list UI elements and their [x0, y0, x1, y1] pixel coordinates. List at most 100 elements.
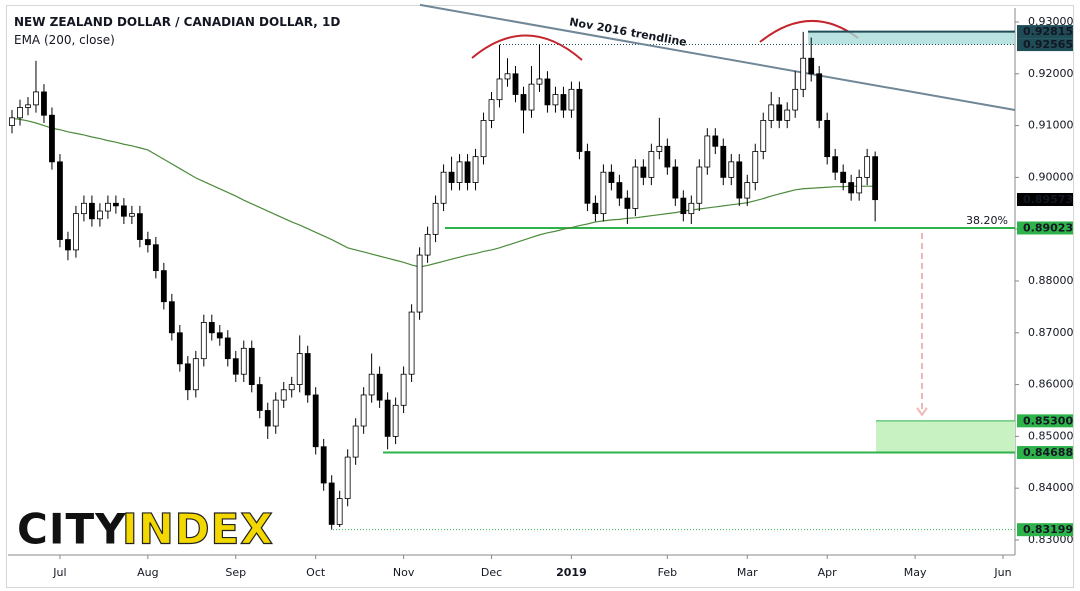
candle-body [65, 239, 71, 251]
candle-body [664, 145, 671, 168]
x-tick-label: Dec [481, 566, 502, 579]
y-tick-label: 0.92000 [1028, 67, 1074, 80]
candle-body [368, 373, 375, 396]
candle-body [424, 233, 431, 256]
candle-body [97, 210, 103, 220]
candle-body [33, 91, 39, 106]
candle-body [296, 353, 303, 385]
candle-body [304, 353, 311, 396]
candle-body [360, 394, 367, 427]
trendline-label: Nov 2016 trendline [568, 15, 687, 48]
candle-body [496, 78, 503, 101]
y-tick-label: 0.93000 [1028, 15, 1074, 28]
chart-subtitle: EMA (200, close) [14, 33, 115, 47]
candle-body [648, 151, 655, 178]
y-tick-label: 0.91000 [1028, 119, 1074, 132]
candle-body [25, 104, 31, 108]
price-box-label: 0.92815 [1023, 25, 1073, 38]
candle-body [136, 213, 143, 240]
price-box [1017, 523, 1073, 537]
candle-body [640, 166, 647, 178]
candle-body [696, 166, 703, 204]
candle-body [800, 57, 807, 90]
candle-body [456, 161, 463, 183]
price-box [1017, 193, 1073, 207]
candle-body [840, 171, 847, 183]
y-tick-label: 0.87000 [1028, 326, 1074, 339]
price-box-label: 0.84688 [1023, 446, 1073, 459]
candle-body [400, 373, 407, 406]
candle-body [576, 88, 583, 152]
candle-body [192, 358, 199, 391]
candle-body [9, 117, 15, 126]
candle-body [744, 182, 751, 199]
trendline [419, 3, 1016, 112]
target-zone [876, 420, 1015, 453]
candle-body [712, 135, 719, 147]
candle-body [73, 213, 79, 251]
x-tick-label: Jul [52, 566, 66, 579]
candle-body [472, 156, 479, 183]
candle-body [208, 322, 215, 334]
candle-body [352, 425, 359, 458]
x-tick-label: Nov [393, 566, 415, 579]
x-tick-label: Jun [993, 566, 1011, 579]
candle-body [520, 94, 527, 111]
price-box-label: 0.85300 [1023, 414, 1073, 427]
candle-body [152, 244, 159, 272]
candle-body [200, 322, 207, 360]
candle-body [480, 120, 487, 158]
candle-body [720, 145, 727, 178]
arrow-head [916, 407, 928, 417]
candle-body [832, 156, 839, 173]
candle-body [216, 332, 223, 339]
candle-body [592, 202, 599, 215]
candle-body [272, 399, 279, 427]
candle-body [264, 410, 271, 427]
candle-body [17, 107, 23, 119]
candle-body [392, 404, 399, 437]
candle-body [792, 88, 799, 111]
candle-body [488, 99, 495, 121]
candle-body [544, 78, 551, 106]
x-tick-label: Mar [737, 566, 758, 579]
candle-body [105, 202, 111, 212]
x-tick-label: 2019 [556, 566, 587, 579]
x-tick-label: Oct [306, 566, 326, 579]
price-box-label: 0.89573 [1023, 193, 1073, 206]
price-box [1017, 25, 1073, 39]
candle-body [232, 358, 239, 375]
price-box [1017, 221, 1073, 235]
price-box-label: 0.89023 [1023, 221, 1073, 234]
candle-body [57, 161, 63, 240]
candle-body [616, 182, 623, 199]
candle-body [568, 88, 575, 111]
candle-body [344, 456, 351, 499]
candle-body [416, 254, 423, 313]
candle-body [768, 104, 775, 121]
candle-body [89, 202, 95, 220]
candle-body [784, 109, 791, 121]
candle-body [248, 347, 255, 385]
candle-body [760, 120, 767, 152]
candle-body [328, 482, 335, 525]
candle-body [816, 73, 823, 121]
candle-body [512, 73, 519, 95]
candle-body [320, 446, 327, 484]
candle-body [688, 202, 695, 215]
candle-body [584, 151, 591, 204]
candle-body [440, 171, 447, 204]
candle-body [168, 301, 175, 334]
y-tick-label: 0.90000 [1028, 170, 1074, 183]
candle-body [632, 166, 639, 209]
candle-body [776, 104, 783, 121]
price-box-label: 0.83199 [1023, 523, 1073, 536]
price-box-label: 0.92565 [1023, 38, 1073, 51]
candle-body [120, 205, 127, 217]
candle-body [384, 399, 391, 437]
candle-body [504, 73, 511, 80]
x-tick-label: Feb [658, 566, 677, 579]
candle-body [144, 239, 151, 246]
candle-body [600, 171, 607, 215]
